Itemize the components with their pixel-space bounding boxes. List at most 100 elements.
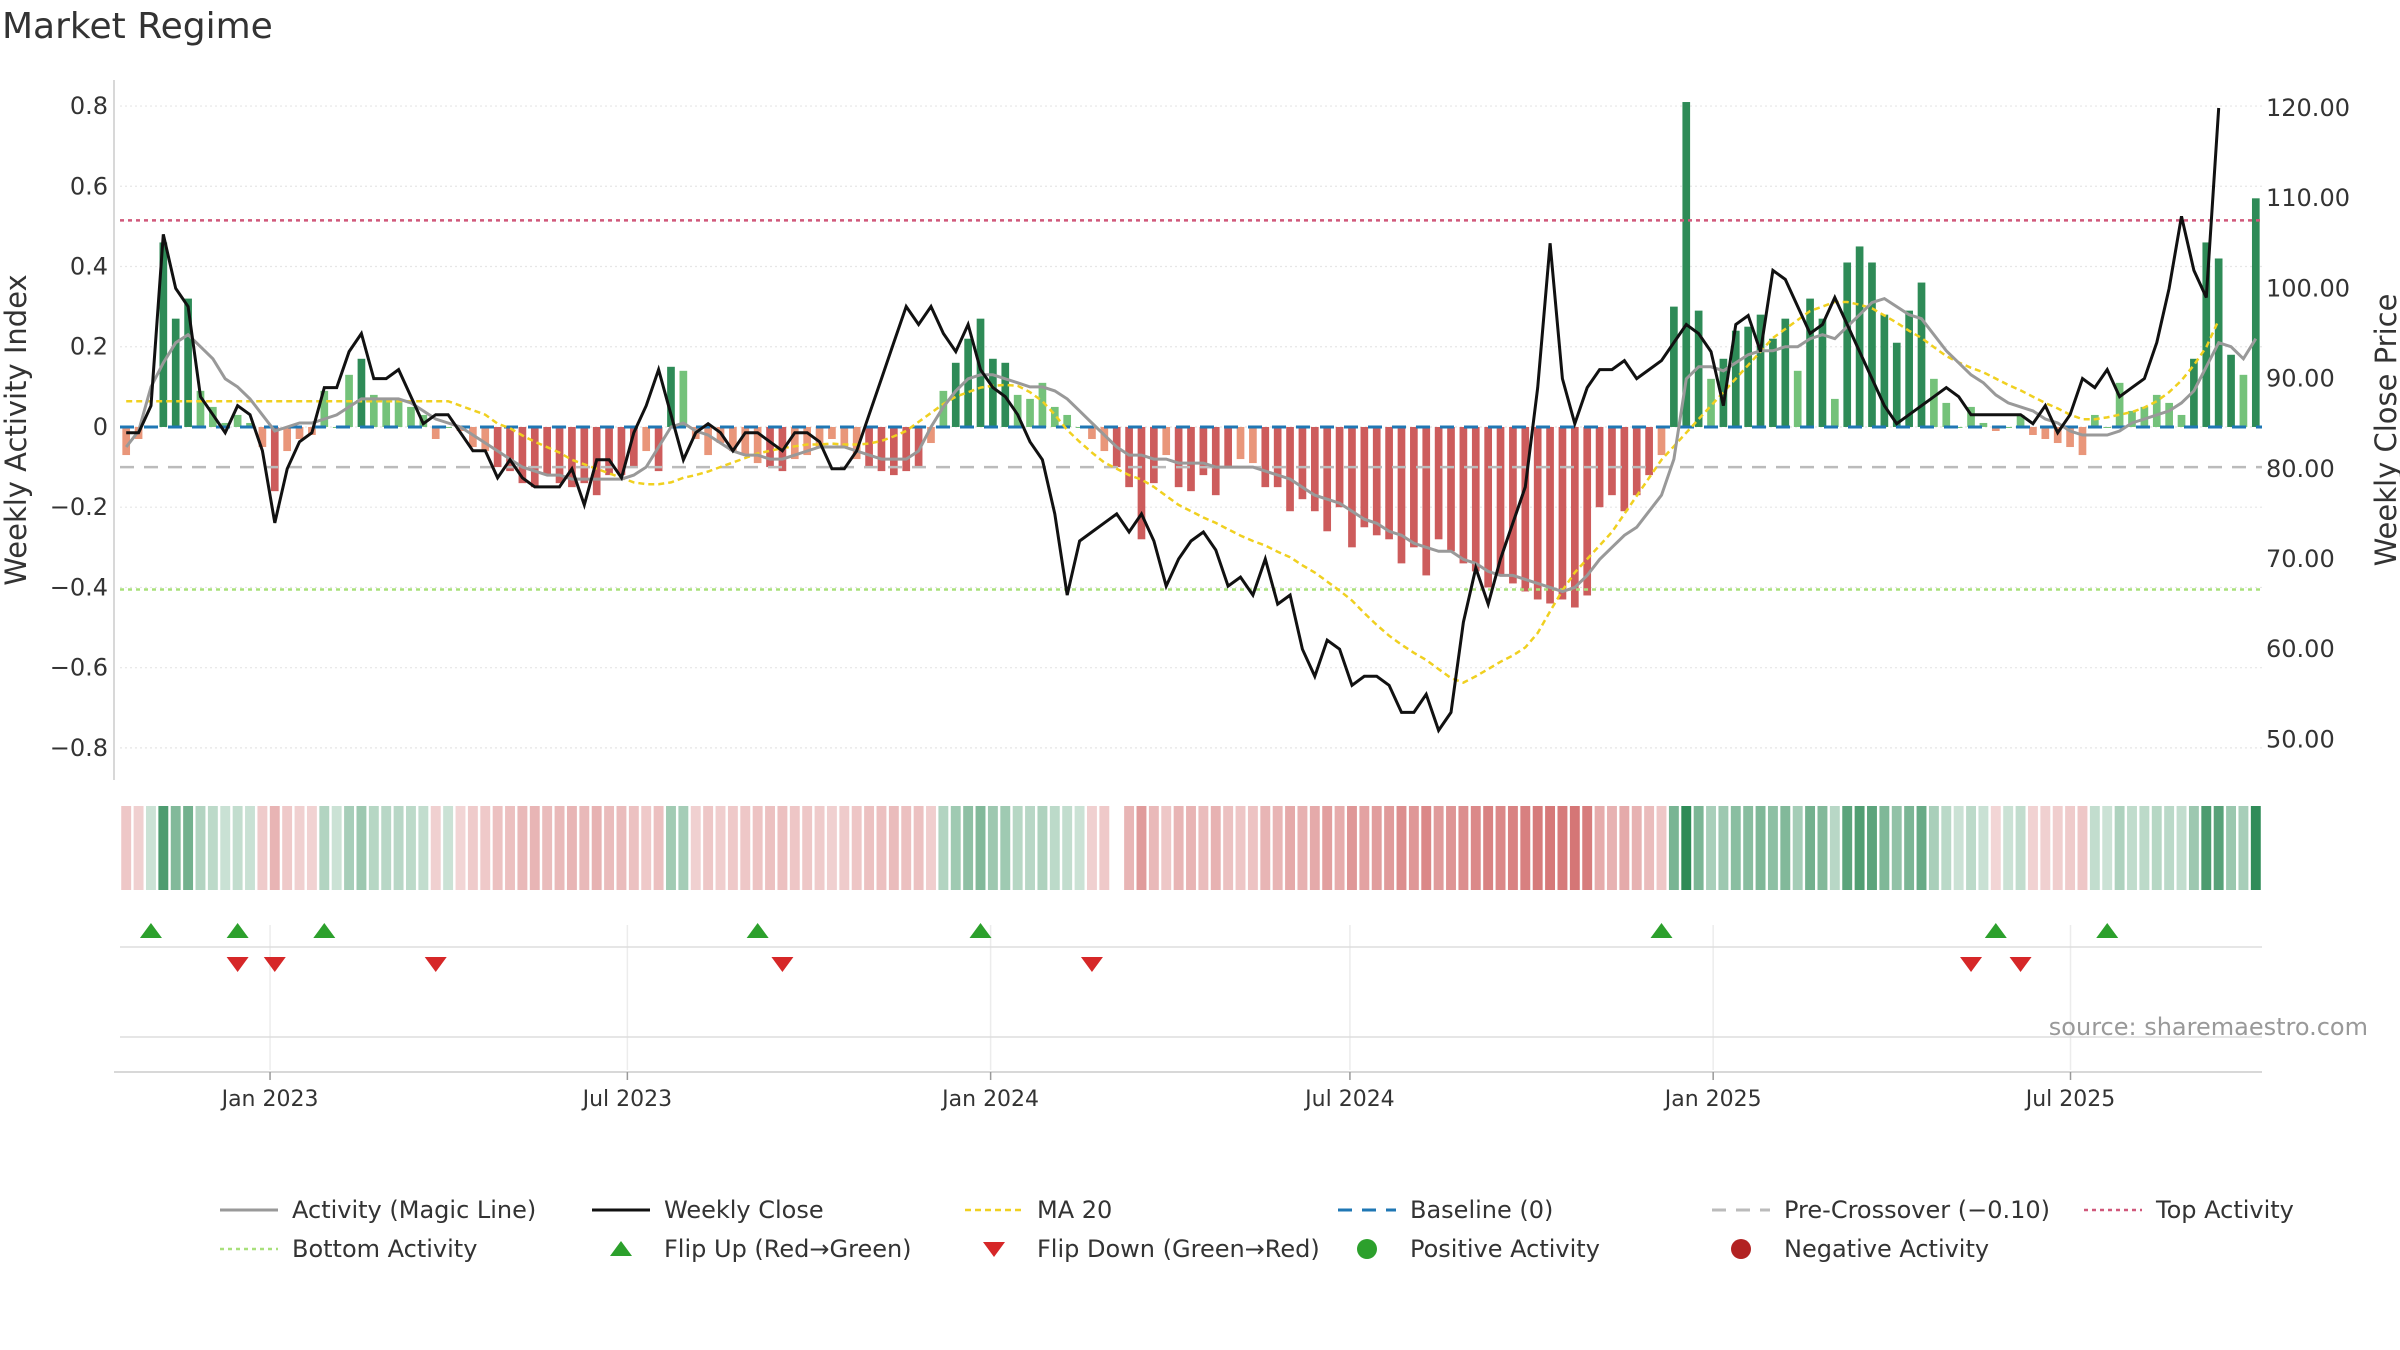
regime-strip-cell bbox=[282, 806, 293, 890]
activity-magic-line bbox=[125, 296, 2258, 594]
regime-strip-cell bbox=[1384, 806, 1395, 890]
regime-strip-cell bbox=[195, 806, 206, 890]
activity-bar bbox=[518, 426, 527, 484]
x-tick-label: Jan 2023 bbox=[220, 1087, 319, 1112]
regime-strip-cell bbox=[1086, 806, 1097, 890]
activity-bar bbox=[1620, 426, 1629, 512]
activity-bar bbox=[679, 370, 688, 427]
legend-item-baseline: Baseline (0) bbox=[1338, 1196, 1553, 1224]
activity-bar bbox=[1100, 426, 1109, 452]
x-tick-label: Jan 2024 bbox=[940, 1087, 1039, 1112]
regime-strip-cell bbox=[356, 806, 367, 890]
activity-bar bbox=[2239, 374, 2248, 427]
regime-strip-cell bbox=[876, 806, 887, 890]
activity-bar bbox=[1249, 426, 1257, 464]
regime-strip-cell bbox=[2040, 806, 2051, 890]
regime-strip-cell bbox=[1148, 806, 1159, 890]
activity-bar bbox=[1348, 426, 1356, 548]
y-tick-left-label: 0.8 bbox=[70, 92, 108, 120]
activity-bar bbox=[357, 358, 366, 427]
activity-bar bbox=[1372, 426, 1381, 536]
activity-bar bbox=[642, 426, 651, 452]
activity-bar bbox=[1905, 310, 1913, 427]
regime-strip-cell bbox=[826, 806, 837, 890]
regime-strip-cell bbox=[2089, 806, 2100, 890]
regime-strip-cell bbox=[406, 806, 416, 890]
activity-bar bbox=[1855, 246, 1864, 427]
regime-strip-cell bbox=[517, 806, 528, 890]
regime-strip-cell bbox=[1767, 806, 1778, 890]
regime-strip-cell bbox=[1743, 806, 1754, 890]
activity-bar bbox=[1570, 426, 1579, 608]
activity-bar bbox=[543, 426, 552, 476]
regime-strip-cell bbox=[1916, 806, 1927, 890]
regime-strip-cell bbox=[2188, 806, 2199, 890]
x-tick-label: Jul 2025 bbox=[2024, 1087, 2116, 1112]
regime-strip-cell bbox=[2127, 806, 2137, 890]
regime-strip-cell bbox=[418, 806, 429, 890]
activity-bar bbox=[1509, 426, 1517, 584]
activity-bar bbox=[1892, 342, 1901, 427]
activity-bar bbox=[840, 426, 849, 448]
regime-strip-cell bbox=[987, 806, 998, 890]
activity-bar bbox=[2041, 426, 2050, 440]
activity-bar bbox=[1830, 398, 1839, 427]
regime-strip-cell bbox=[331, 806, 342, 890]
activity-bar bbox=[456, 426, 465, 431]
activity-bar bbox=[1187, 426, 1195, 492]
regime-strip-cell bbox=[1990, 806, 2001, 890]
flip-up-marker bbox=[1650, 923, 1673, 938]
legend-label: Pre-Crossover (−0.10) bbox=[1784, 1196, 2050, 1224]
regime-strip-cell bbox=[158, 806, 169, 890]
activity-bar bbox=[1224, 426, 1232, 468]
regime-strip-cell bbox=[1124, 806, 1135, 890]
flip-down-marker bbox=[1960, 957, 1983, 972]
activity-bar bbox=[1868, 262, 1876, 427]
regime-strip-cell bbox=[963, 806, 974, 890]
flip-up-marker bbox=[969, 923, 992, 938]
y-axis-left-title: Weekly Activity Index bbox=[0, 274, 33, 585]
activity-bar bbox=[964, 338, 972, 427]
activity-bar bbox=[1645, 426, 1653, 476]
regime-strip-cell bbox=[864, 806, 875, 890]
activity-bar bbox=[902, 426, 911, 472]
regime-strip-cell bbox=[690, 806, 701, 890]
regime-strip-cell bbox=[220, 806, 231, 890]
activity-bar bbox=[295, 426, 304, 440]
regime-strip-cell bbox=[1532, 806, 1543, 890]
activity-bar bbox=[431, 426, 440, 440]
flip-down-marker bbox=[226, 957, 249, 972]
legend-item-negative: Negative Activity bbox=[1731, 1235, 1989, 1263]
activity-bar bbox=[1385, 426, 1393, 540]
x-tick-label: Jan 2025 bbox=[1663, 1087, 1762, 1112]
activity-bar bbox=[1063, 414, 1072, 427]
activity-bar bbox=[320, 390, 329, 427]
activity-bar bbox=[1323, 426, 1332, 532]
regime-strip-cell bbox=[1953, 806, 1964, 890]
regime-strip-cell bbox=[802, 806, 813, 890]
activity-bar bbox=[976, 318, 985, 427]
activity-bar bbox=[2091, 414, 2099, 427]
regime-strip-cell bbox=[2213, 806, 2224, 890]
regime-strip-cell bbox=[888, 806, 899, 890]
activity-bar bbox=[530, 426, 539, 488]
regime-strip-cell bbox=[1260, 806, 1271, 890]
y-axis-right-title: Weekly Close Price bbox=[2369, 294, 2400, 567]
weekly-close-line bbox=[126, 107, 2221, 734]
activity-bar bbox=[1917, 282, 1926, 427]
regime-strip-cell bbox=[1978, 806, 1989, 890]
regime-strip-cell bbox=[1545, 806, 1556, 890]
activity-bar bbox=[1075, 426, 1084, 428]
regime-strip-cell bbox=[1210, 806, 1221, 890]
regime-strip-cell bbox=[1371, 806, 1382, 890]
regime-strip-cell bbox=[1644, 806, 1655, 890]
activity-bar bbox=[1682, 102, 1691, 427]
activity-bar bbox=[2202, 242, 2211, 427]
y-tick-left-label: 0 bbox=[93, 413, 108, 441]
legend-label: Top Activity bbox=[2155, 1196, 2294, 1224]
activity-bar bbox=[1979, 422, 1988, 427]
activity-bar bbox=[2128, 410, 2136, 427]
activity-bar bbox=[1595, 426, 1604, 508]
regime-strip-cell bbox=[1681, 806, 1692, 890]
activity-bar bbox=[2165, 402, 2173, 427]
